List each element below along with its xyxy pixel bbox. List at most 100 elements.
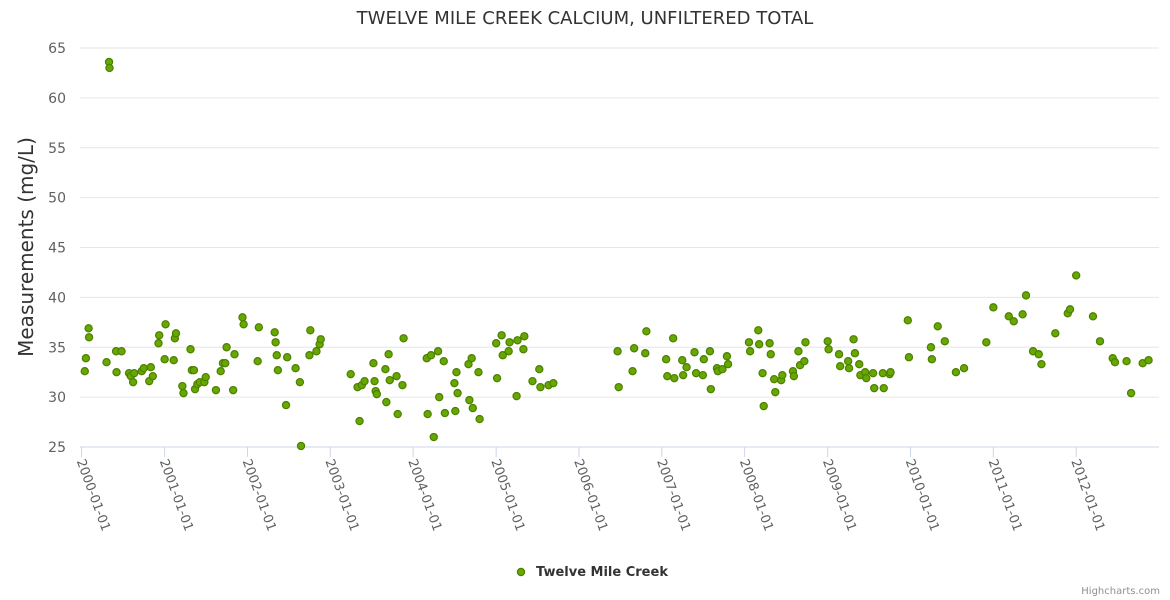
data-point[interactable] — [1021, 291, 1031, 300]
data-point[interactable] — [1071, 271, 1081, 280]
data-point[interactable] — [84, 333, 94, 342]
data-point[interactable] — [927, 355, 937, 364]
data-point[interactable] — [849, 335, 858, 344]
data-point[interactable] — [222, 343, 231, 352]
data-point[interactable] — [296, 441, 306, 451]
data-point[interactable] — [613, 347, 622, 356]
data-point[interactable] — [758, 368, 767, 378]
data-point[interactable] — [855, 360, 864, 369]
data-point[interactable] — [171, 329, 181, 338]
data-point[interactable] — [723, 360, 733, 369]
data-point[interactable] — [759, 401, 768, 411]
data-point[interactable] — [940, 337, 949, 346]
data-point[interactable] — [128, 377, 138, 387]
data-point[interactable] — [1009, 317, 1018, 326]
data-point[interactable] — [491, 339, 501, 348]
data-point[interactable] — [642, 327, 651, 336]
data-point[interactable] — [835, 362, 845, 371]
data-point[interactable] — [139, 363, 148, 373]
data-point[interactable] — [468, 403, 477, 413]
data-point[interactable] — [161, 320, 170, 329]
data-point[interactable] — [186, 345, 195, 354]
data-point[interactable] — [504, 347, 513, 356]
data-point[interactable] — [201, 372, 210, 382]
data-point[interactable] — [211, 385, 221, 395]
data-point[interactable] — [160, 355, 169, 364]
data-point[interactable] — [273, 365, 283, 375]
data-point[interactable] — [512, 391, 521, 401]
data-point[interactable] — [1065, 305, 1075, 314]
data-point[interactable] — [370, 376, 379, 386]
data-point[interactable] — [433, 347, 443, 356]
data-point[interactable] — [435, 392, 444, 402]
data-point[interactable] — [678, 356, 687, 365]
data-point[interactable] — [505, 338, 514, 347]
data-point[interactable] — [800, 357, 809, 366]
legend[interactable]: Twelve Mile Creek — [516, 565, 668, 580]
legend-label[interactable]: Twelve Mile Creek — [536, 565, 668, 580]
data-point[interactable] — [682, 363, 691, 372]
data-point[interactable] — [678, 370, 688, 380]
data-point[interactable] — [519, 345, 528, 354]
data-point[interactable] — [1037, 360, 1046, 369]
data-point[interactable] — [189, 365, 199, 375]
data-point[interactable] — [112, 367, 121, 377]
data-point[interactable] — [1088, 312, 1098, 321]
data-point[interactable] — [306, 326, 315, 335]
data-point[interactable] — [886, 367, 895, 377]
data-point[interactable] — [439, 357, 448, 366]
data-point[interactable] — [281, 400, 291, 410]
data-point[interactable] — [453, 388, 462, 398]
data-point[interactable] — [154, 331, 164, 340]
data-point[interactable] — [228, 385, 238, 395]
data-point[interactable] — [360, 376, 369, 386]
data-point[interactable] — [254, 323, 264, 332]
data-point[interactable] — [641, 349, 650, 358]
data-point[interactable] — [393, 409, 402, 419]
data-point[interactable] — [426, 351, 436, 360]
data-point[interactable] — [903, 316, 913, 325]
data-point[interactable] — [1051, 329, 1060, 338]
data-point[interactable] — [1110, 358, 1120, 367]
data-point[interactable] — [535, 364, 544, 374]
data-point[interactable] — [778, 370, 787, 380]
data-point[interactable] — [271, 338, 280, 347]
series-twelve-mile-creek[interactable] — [80, 57, 1153, 451]
data-point[interactable] — [862, 373, 871, 383]
data-point[interactable] — [868, 368, 878, 378]
data-point[interactable] — [1004, 312, 1013, 321]
data-point[interactable] — [355, 416, 364, 426]
data-point[interactable] — [878, 368, 888, 378]
data-point[interactable] — [744, 338, 754, 347]
data-point[interactable] — [699, 355, 709, 364]
data-point[interactable] — [824, 345, 833, 354]
data-point[interactable] — [178, 381, 187, 391]
data-point[interactable] — [982, 338, 991, 347]
data-point[interactable] — [452, 367, 461, 377]
data-point[interactable] — [513, 336, 522, 345]
data-point[interactable] — [305, 351, 314, 360]
data-point[interactable] — [81, 354, 91, 363]
data-point[interactable] — [794, 347, 803, 356]
data-point[interactable] — [528, 376, 537, 386]
data-point[interactable] — [272, 351, 281, 360]
data-point[interactable] — [253, 357, 262, 366]
data-point[interactable] — [1122, 357, 1131, 366]
data-point[interactable] — [451, 406, 460, 416]
data-point[interactable] — [628, 366, 637, 376]
data-point[interactable] — [769, 374, 779, 384]
data-point[interactable] — [154, 339, 163, 348]
data-point[interactable] — [663, 371, 672, 381]
data-point[interactable] — [423, 409, 432, 419]
data-point[interactable] — [745, 347, 755, 356]
data-point[interactable] — [1126, 388, 1136, 398]
data-point[interactable] — [440, 408, 450, 418]
data-point[interactable] — [398, 380, 407, 390]
data-point[interactable] — [179, 388, 188, 398]
data-point[interactable] — [291, 363, 300, 373]
data-point[interactable] — [102, 358, 111, 367]
data-point[interactable] — [282, 353, 292, 362]
data-point[interactable] — [148, 371, 158, 381]
data-point[interactable] — [295, 377, 305, 387]
data-point[interactable] — [870, 383, 879, 393]
